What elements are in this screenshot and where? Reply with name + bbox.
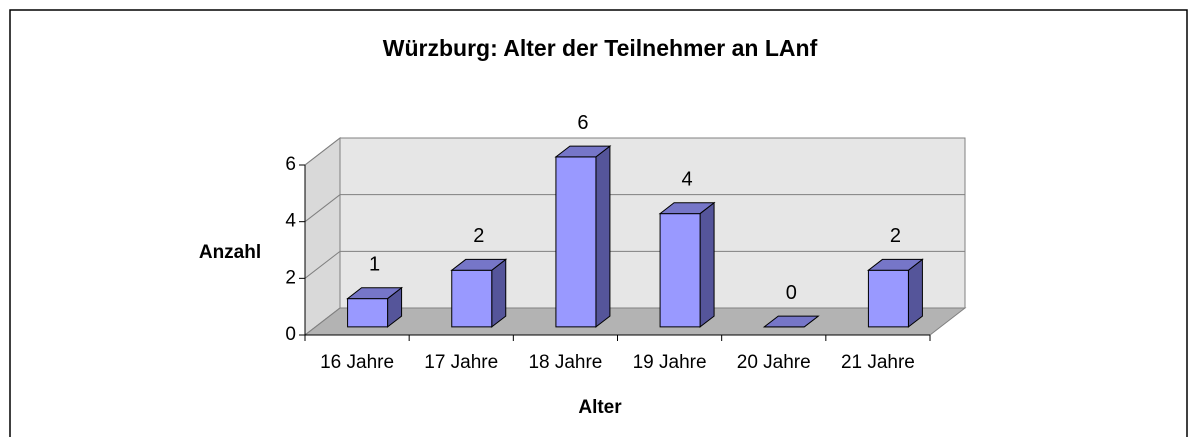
value-label: 2	[890, 225, 901, 247]
bar	[762, 315, 820, 328]
x-tick-label: 21 Jahre	[841, 352, 915, 373]
grid-line	[304, 137, 965, 166]
bar-top	[554, 145, 612, 158]
y-tick-label: 6	[285, 154, 296, 175]
bar-side	[907, 258, 923, 328]
bar	[346, 286, 404, 328]
y-axis-label: Anzahl	[199, 242, 261, 263]
grid-line	[304, 307, 965, 336]
bar-side	[595, 145, 611, 328]
value-label: 2	[473, 225, 484, 247]
floor	[303, 307, 967, 336]
y-tick-label: 0	[285, 324, 296, 345]
x-tick-label: 17 Jahre	[424, 352, 498, 373]
bar-top	[346, 287, 404, 300]
x-tick-label: 16 Jahre	[320, 352, 394, 373]
bar	[658, 201, 716, 328]
bar-top	[762, 315, 820, 328]
bar-front	[347, 298, 389, 328]
x-axis-label: Alter	[578, 397, 622, 418]
chart-title: Würzburg: Alter der Teilnehmer an LAnf	[383, 35, 818, 61]
x-tick-label: 18 Jahre	[528, 352, 602, 373]
bar	[450, 258, 508, 328]
grid-line	[304, 194, 965, 223]
bar-front	[867, 269, 909, 328]
value-label: 1	[369, 253, 380, 275]
bar	[554, 145, 612, 328]
y-tick-label: 4	[285, 211, 296, 232]
bar-top	[450, 258, 508, 271]
side-wall	[304, 136, 341, 337]
bar-front	[555, 156, 597, 328]
bar-top	[866, 258, 924, 271]
x-tick-label: 19 Jahre	[633, 352, 707, 373]
value-label: 6	[577, 112, 588, 134]
bar-front	[659, 213, 701, 328]
value-label: 4	[682, 168, 693, 190]
bar-side	[491, 258, 507, 328]
bar-side	[699, 201, 715, 328]
y-tick-label: 2	[285, 267, 296, 288]
grid-line	[304, 250, 965, 279]
x-tick-label: 20 Jahre	[737, 352, 811, 373]
bar	[866, 258, 924, 328]
bar-front	[451, 269, 493, 328]
bar-top	[658, 202, 716, 215]
value-label: 0	[786, 282, 797, 304]
